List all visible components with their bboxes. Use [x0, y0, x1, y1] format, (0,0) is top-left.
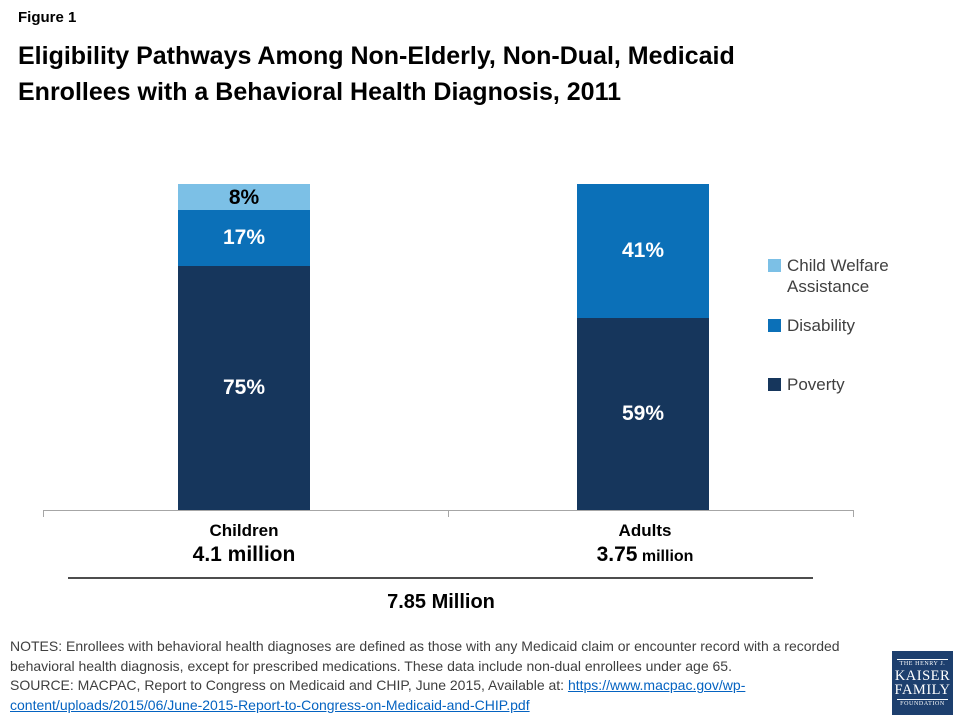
bar-children: 75% 17% 8% — [178, 184, 310, 510]
bar-segment-child-welfare-assistance: 8% — [178, 184, 310, 211]
bar-value-label: 8% — [228, 185, 260, 209]
bar-value-label: 41% — [621, 239, 665, 263]
bar-adults: 59% 41% — [577, 184, 709, 510]
legend-label: Poverty — [787, 375, 845, 394]
category-total: 3.75 million — [596, 543, 694, 566]
logo-line-family: FAMILY — [894, 682, 951, 698]
notes-block: NOTES: Enrollees with behavioral health … — [10, 637, 882, 715]
logo-rule-bottom — [897, 699, 948, 700]
bar-segment-disability: 17% — [178, 210, 310, 266]
legend-swatch-icon — [768, 378, 781, 391]
logo-line-henry: THE HENRY J. — [899, 661, 946, 667]
total-label: 7.85 Million — [387, 591, 495, 613]
kff-logo: THE HENRY J. KAISER FAMILY FOUNDATION — [892, 651, 953, 715]
bar-segment-disability: 41% — [577, 184, 709, 318]
logo-rule-top — [897, 659, 948, 660]
category-label-children: Children 4.1 million — [144, 521, 344, 567]
bar-value-label: 75% — [222, 376, 266, 400]
category-total: 4.1 million — [192, 543, 296, 566]
category-name: Children — [209, 521, 279, 540]
bar-segment-poverty: 75% — [178, 265, 310, 510]
legend-item-poverty: Poverty — [768, 374, 943, 395]
source-text: SOURCE: MACPAC, Report to Congress on Me… — [10, 677, 568, 693]
bar-value-label: 59% — [621, 402, 665, 426]
page-title-line2: Enrollees with a Behavioral Health Diagn… — [18, 78, 622, 106]
legend-label: Disability — [787, 316, 856, 335]
x-axis-tick-right — [853, 510, 854, 517]
page-title: Eligibility Pathways Among Non-Elderly, … — [18, 38, 918, 110]
legend-swatch-icon — [768, 319, 781, 332]
logo-line-kaiser: KAISER — [894, 668, 951, 684]
legend-swatch-icon — [768, 259, 781, 272]
figure-label: Figure 1 — [18, 9, 77, 26]
source-link[interactable]: https://www.macpac.gov/wp-content/upload… — [10, 677, 746, 713]
total-bracket-line — [68, 577, 813, 579]
bar-segment-poverty: 59% — [577, 317, 709, 510]
legend: Child Welfare Assistance Disability Pove… — [768, 255, 943, 395]
legend-label: Child Welfare Assistance — [787, 256, 889, 296]
notes-text: NOTES: Enrollees with behavioral health … — [10, 638, 840, 674]
category-name: Adults — [618, 521, 672, 540]
page-title-line1: Eligibility Pathways Among Non-Elderly, … — [18, 42, 735, 70]
x-axis-tick-middle — [448, 510, 449, 517]
source-line: SOURCE: MACPAC, Report to Congress on Me… — [10, 676, 882, 715]
logo-line-foundation: FOUNDATION — [900, 701, 945, 707]
bar-value-label: 17% — [222, 226, 266, 250]
category-label-adults: Adults 3.75 million — [545, 521, 745, 567]
legend-item-disability: Disability — [768, 315, 943, 336]
legend-item-child-welfare-assistance: Child Welfare Assistance — [768, 255, 943, 297]
x-axis-tick-left — [43, 510, 44, 517]
